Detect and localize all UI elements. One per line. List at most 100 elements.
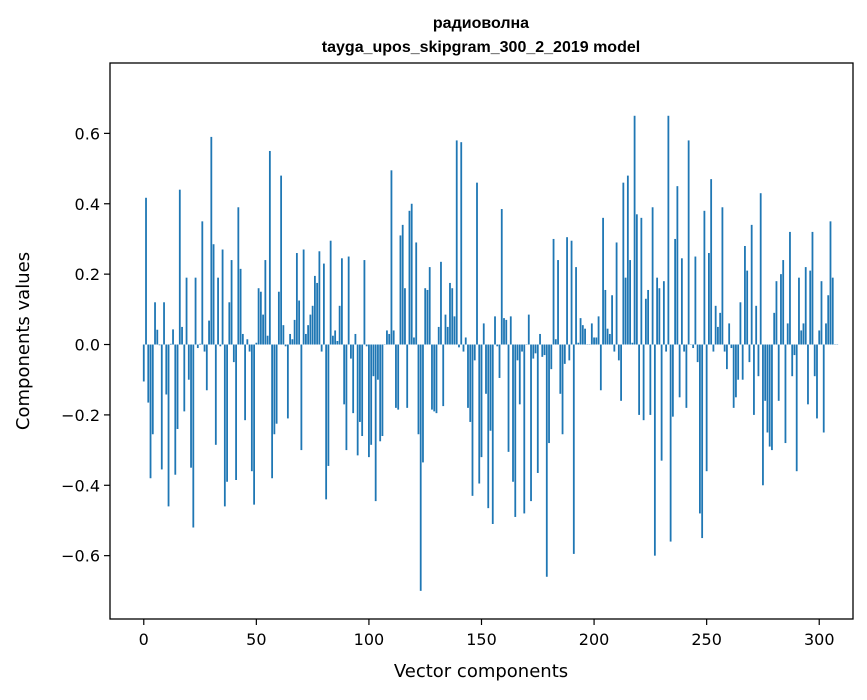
- bar-71: [303, 250, 305, 345]
- bar-174: [535, 345, 537, 354]
- bar-181: [550, 345, 552, 370]
- bar-158: [499, 345, 501, 378]
- bar-82: [328, 345, 330, 466]
- bar-293: [803, 323, 805, 344]
- y-tick-label: 0.6: [75, 124, 100, 143]
- y-tick-label: −0.6: [61, 547, 100, 566]
- bar-277: [767, 345, 769, 433]
- bar-151: [483, 323, 485, 344]
- bar-200: [593, 337, 595, 344]
- bar-248: [701, 345, 703, 539]
- bar-136: [449, 283, 451, 345]
- bar-178: [544, 345, 546, 356]
- bar-160: [503, 318, 505, 344]
- bar-105: [379, 345, 381, 442]
- bar-3: [150, 345, 152, 479]
- bar-35: [222, 250, 224, 345]
- bar-272: [755, 306, 757, 345]
- bar-208: [611, 295, 613, 344]
- bar-165: [514, 345, 516, 517]
- bar-84: [332, 336, 334, 345]
- bar-275: [762, 345, 764, 486]
- bar-75: [312, 306, 314, 345]
- bar-81: [325, 345, 327, 500]
- bar-25: [199, 344, 201, 345]
- bar-164: [512, 345, 514, 482]
- bar-257: [722, 207, 724, 344]
- bar-30: [210, 137, 212, 345]
- bar-122: [418, 345, 420, 435]
- y-tick-label: 0.4: [75, 195, 100, 214]
- bar-85: [334, 330, 336, 344]
- bar-213: [622, 183, 624, 345]
- bar-227: [654, 345, 656, 556]
- bar-282: [778, 345, 780, 401]
- bar-173: [532, 345, 534, 359]
- bar-206: [607, 329, 609, 345]
- bar-226: [652, 207, 654, 344]
- bar-132: [440, 262, 442, 345]
- x-axis-label: Vector components: [394, 661, 568, 682]
- bar-24: [197, 345, 199, 349]
- bar-0: [143, 345, 145, 382]
- bar-278: [769, 345, 771, 447]
- bar-204: [602, 218, 604, 345]
- bar-156: [494, 316, 496, 344]
- bar-288: [791, 345, 793, 377]
- bar-17: [181, 327, 183, 345]
- y-tick-label: 0.0: [75, 336, 100, 355]
- chart-title-line-1: радиоволна: [433, 15, 529, 32]
- bar-77: [316, 283, 318, 345]
- bar-298: [814, 345, 816, 377]
- bar-214: [625, 278, 627, 345]
- bar-233: [667, 116, 669, 345]
- bar-168: [521, 345, 523, 352]
- bar-80: [323, 264, 325, 345]
- bar-299: [816, 345, 818, 419]
- bar-32: [215, 345, 217, 445]
- bar-44: [242, 334, 244, 345]
- bar-217: [631, 343, 633, 345]
- bar-172: [530, 345, 532, 502]
- bar-101: [370, 345, 372, 445]
- bar-255: [717, 327, 719, 345]
- bar-245: [694, 257, 696, 345]
- bar-162: [508, 345, 510, 452]
- bar-60: [278, 292, 280, 345]
- bar-251: [708, 253, 710, 344]
- bar-290: [796, 345, 798, 472]
- bar-230: [661, 345, 663, 461]
- bar-68: [296, 253, 298, 344]
- bar-269: [749, 345, 751, 363]
- bar-99: [366, 345, 368, 347]
- bar-112: [395, 345, 397, 408]
- bar-220: [638, 345, 640, 415]
- bar-65: [289, 334, 291, 345]
- bar-46: [246, 339, 248, 344]
- bar-254: [715, 306, 717, 345]
- bar-128: [431, 345, 433, 410]
- bar-221: [640, 218, 642, 345]
- bar-292: [800, 330, 802, 344]
- bar-95: [357, 345, 359, 456]
- bar-203: [600, 345, 602, 391]
- bar-191: [573, 345, 575, 554]
- bar-137: [451, 288, 453, 344]
- bar-192: [575, 267, 577, 344]
- bar-11: [168, 345, 170, 507]
- bar-250: [706, 345, 708, 472]
- x-tick-label: 50: [246, 630, 266, 649]
- bar-267: [744, 246, 746, 345]
- bar-72: [305, 334, 307, 345]
- bar-234: [670, 345, 672, 542]
- bar-104: [377, 345, 379, 380]
- bar-13: [172, 329, 174, 344]
- bar-148: [476, 183, 478, 345]
- bar-150: [481, 345, 483, 458]
- bar-280: [773, 313, 775, 345]
- bar-93: [352, 345, 354, 414]
- bar-224: [647, 290, 649, 345]
- bar-146: [472, 345, 474, 496]
